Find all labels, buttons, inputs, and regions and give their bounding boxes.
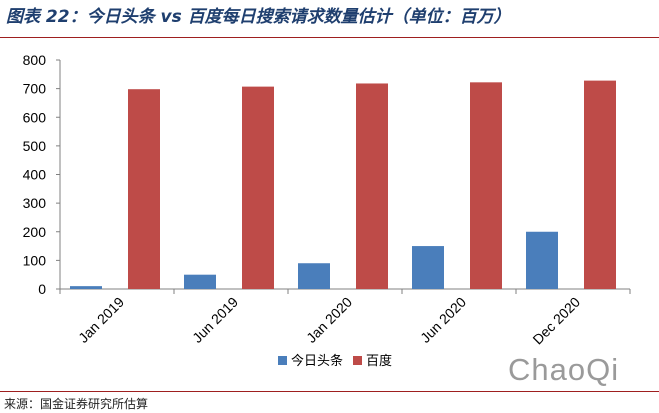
bar-toutiao [70, 286, 102, 289]
legend-label: 今日头条 [291, 353, 343, 368]
y-tick-label: 200 [23, 224, 47, 240]
y-tick-label: 100 [23, 252, 47, 268]
chart-title: 图表 22：今日头条 vs 百度每日搜索请求数量估计（单位：百万） [6, 7, 511, 27]
source-note: 来源：国金证券研究所估算 [4, 397, 149, 411]
x-tick-label: Jun 2020 [417, 294, 469, 346]
legend-swatch [278, 356, 287, 365]
x-tick-label: Dec 2020 [529, 294, 583, 348]
legend: 今日头条 百度 [278, 353, 392, 368]
watermark-text: ChaoQi [508, 352, 620, 387]
legend-label: 百度 [366, 353, 392, 368]
y-tick-label: 500 [23, 138, 47, 154]
y-tick-label: 400 [23, 167, 47, 183]
y-tick-label: 0 [38, 281, 46, 297]
bar-toutiao [184, 274, 216, 289]
y-tick-label: 300 [23, 195, 47, 211]
x-tick-label: Jan 2020 [303, 294, 355, 346]
y-tick-label: 800 [23, 52, 47, 68]
bar-baidu [128, 89, 160, 289]
bar-baidu [356, 83, 388, 289]
y-tick-label: 600 [23, 109, 47, 125]
bar-baidu [470, 82, 502, 289]
bar-toutiao [412, 246, 444, 289]
y-tick-label: 700 [23, 81, 47, 97]
bars [70, 80, 616, 289]
title-divider [0, 37, 659, 38]
bar-toutiao [526, 231, 558, 289]
footer-divider [0, 391, 659, 392]
bar-baidu [242, 86, 274, 289]
bar-chart: 0 100 200 300 400 500 600 700 800 Jan 2019 Jun 20… [23, 52, 631, 368]
x-tick-label: Jun 2019 [189, 294, 241, 346]
legend-swatch [353, 356, 362, 365]
x-axis: Jan 2019 Jun 2019 Jan 2020 Jun 2020 Dec 2020 [59, 288, 631, 348]
y-axis: 0 100 200 300 400 500 600 700 800 [23, 52, 61, 297]
x-tick-label: Jan 2019 [75, 294, 127, 346]
bar-toutiao [298, 263, 330, 289]
bar-baidu [584, 80, 616, 289]
